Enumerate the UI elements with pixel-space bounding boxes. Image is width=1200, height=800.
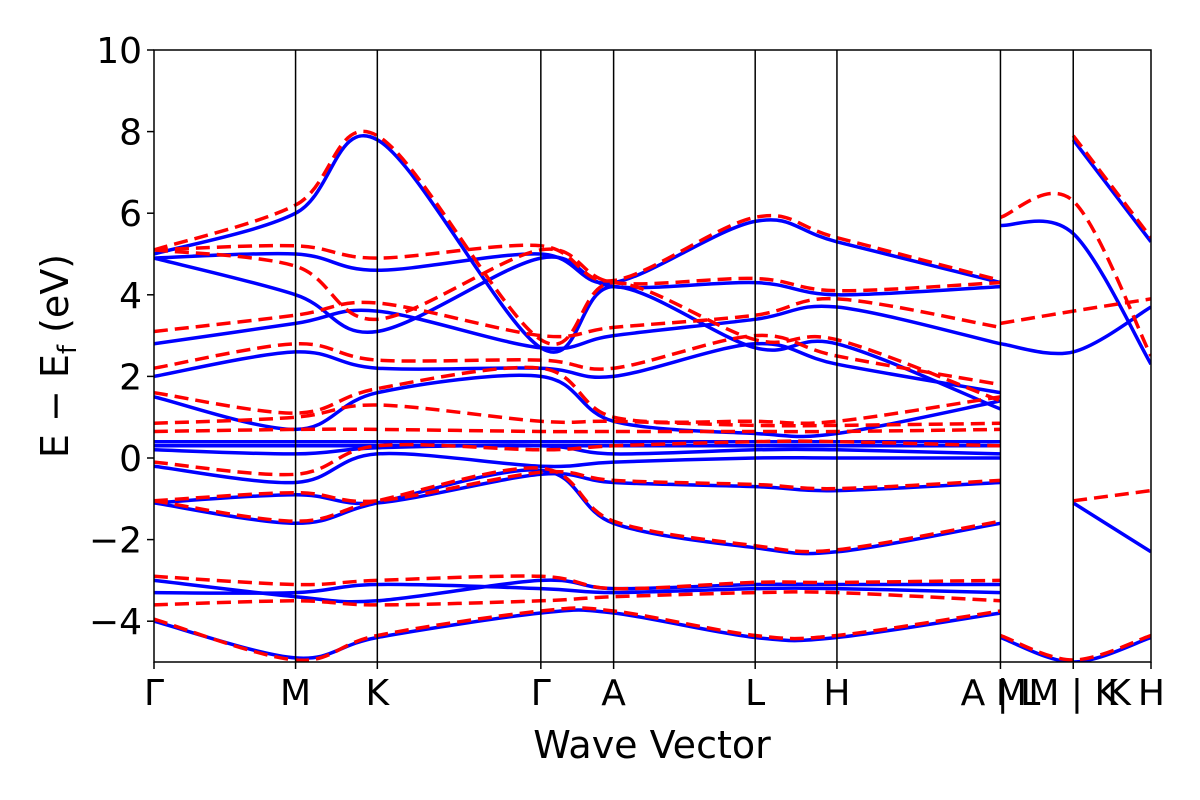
band-solid-9 [154,373,1001,439]
x-axis-label: Wave Vector [533,723,771,767]
band-dashed-13 [154,129,1002,403]
y-axis-ticks: −4 −2 0 2 4 6 8 10 [89,31,154,643]
band-dashed-3 [154,469,1001,504]
band-solid-13 [154,218,1001,285]
y-axis-label-main: E − E [33,354,77,458]
x-tick-label: H [823,673,850,714]
y-tick-label: 4 [119,276,142,317]
y-tick-label: −2 [89,521,142,562]
band-dashed-12 [154,213,1001,283]
band-solid-15 [1000,219,1151,366]
band-solid-14 [154,134,1002,411]
y-axis-label-sub: f [53,344,83,354]
band-solid-19 [1072,501,1151,554]
x-tick-label: A | L [961,673,1041,714]
y-tick-label: 6 [119,194,142,235]
bands-layer [154,129,1151,662]
band-dashed-8 [154,365,1001,426]
x-axis-ticks: Γ M K Γ A L H A | LM | K H M K [144,662,1165,714]
y-tick-label: 8 [119,113,142,154]
band-dashed-18 [1072,488,1151,503]
band-solid-8 [154,451,1001,485]
y-tick-label: 10 [96,31,142,72]
band-dashed-5 [154,427,1001,434]
band-solid-17 [999,635,1151,662]
plot-frame [153,49,1152,663]
x-tick-label-overlap: M [996,673,1027,714]
band-dashed-7 [154,439,1001,477]
band-dashed-17 [1071,134,1151,239]
band-dashed-10 [154,296,1001,339]
band-solid-0 [154,608,1001,660]
x-tick-label-overlap: K [1107,673,1132,714]
x-tick-label: L [745,673,765,714]
x-tick-label: K [366,673,391,714]
band-dashed-1 [154,574,1001,591]
kpoint-lines [294,50,1074,662]
x-tick-label: H [1138,673,1165,714]
x-tick-label: M [280,673,311,714]
x-tick-label: A [601,673,626,714]
y-tick-label: 2 [119,357,142,398]
y-tick-label: −4 [89,602,142,643]
band-solid-12 [154,255,1001,335]
band-dashed-4 [154,466,1001,554]
band-solid-18 [1071,138,1151,243]
y-axis-label-unit: (eV) [33,254,77,345]
x-tick-label: Γ [144,673,164,714]
band-dashed-14 [999,191,1151,357]
band-dashed-11 [154,247,1001,322]
x-tick-label: Γ [531,673,551,714]
x-tick-label: M | K [1028,673,1119,714]
band-solid-16 [1000,305,1151,356]
y-axis-label: E − Ef (eV) [33,254,83,458]
band-dashed-9 [154,333,1001,387]
y-tick-label: 0 [119,439,142,480]
